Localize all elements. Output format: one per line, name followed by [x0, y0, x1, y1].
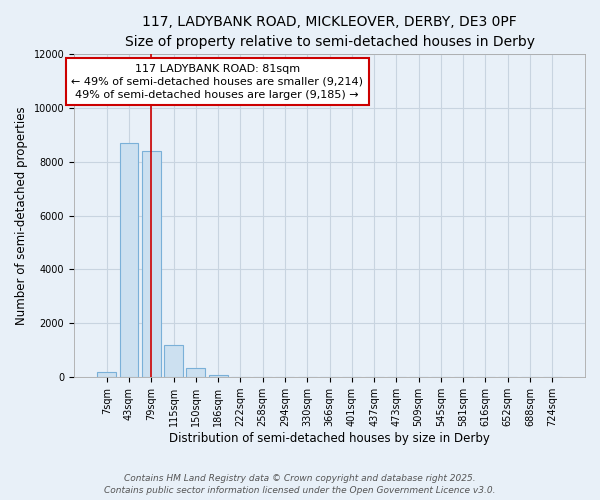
Y-axis label: Number of semi-detached properties: Number of semi-detached properties	[15, 106, 28, 325]
Title: 117, LADYBANK ROAD, MICKLEOVER, DERBY, DE3 0PF
Size of property relative to semi: 117, LADYBANK ROAD, MICKLEOVER, DERBY, D…	[125, 15, 535, 48]
Text: Contains HM Land Registry data © Crown copyright and database right 2025.
Contai: Contains HM Land Registry data © Crown c…	[104, 474, 496, 495]
Bar	[187, 368, 205, 377]
Bar	[164, 345, 183, 377]
Bar	[142, 151, 161, 377]
X-axis label: Distribution of semi-detached houses by size in Derby: Distribution of semi-detached houses by …	[169, 432, 490, 445]
Bar	[97, 372, 116, 377]
Bar	[209, 374, 227, 377]
Text: 117 LADYBANK ROAD: 81sqm
← 49% of semi-detached houses are smaller (9,214)
49% o: 117 LADYBANK ROAD: 81sqm ← 49% of semi-d…	[71, 64, 363, 100]
Bar	[119, 143, 139, 377]
